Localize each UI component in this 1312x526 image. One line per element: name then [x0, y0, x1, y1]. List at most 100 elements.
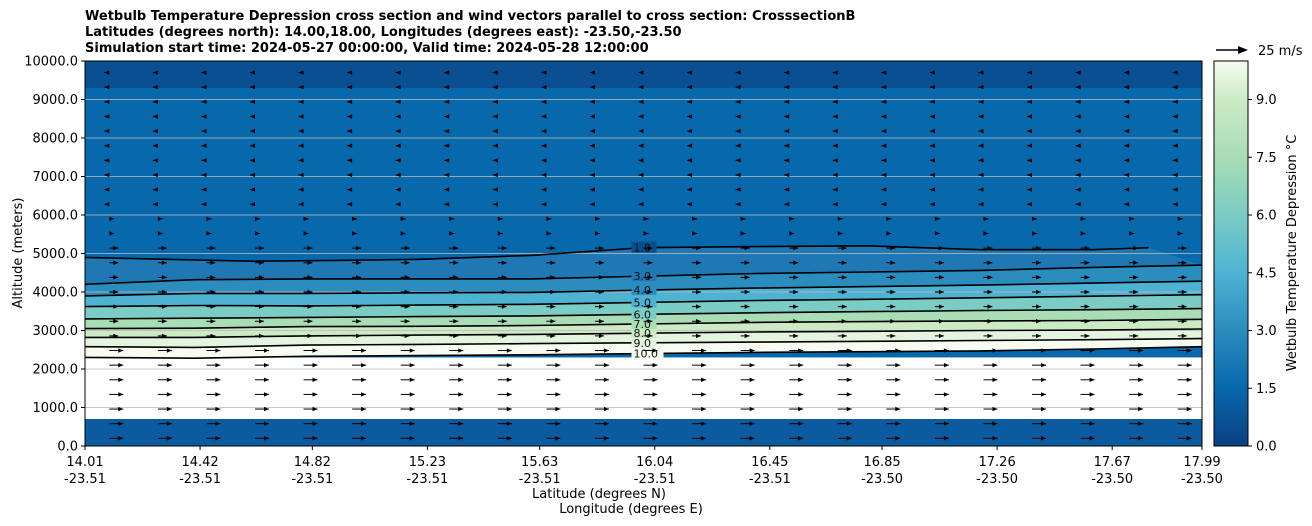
wind-vector-head: [404, 260, 410, 265]
colorbar-ticks: 0.0 1.5 3.0 4.5 6.0 7.5 9.0: [1248, 93, 1277, 455]
wind-vector-head: [249, 202, 255, 207]
wind-vector-head: [841, 275, 847, 280]
wind-vector-head: [361, 421, 367, 426]
wind-vector-head: [263, 392, 269, 397]
wind-vector-head: [881, 114, 887, 119]
wind-vector-head: [258, 304, 264, 309]
colorbar-gradient: [1213, 60, 1249, 447]
wind-vector-head: [983, 216, 989, 222]
wind-vector-head: [992, 406, 998, 412]
wind-vector-head: [992, 421, 998, 426]
wind-vector-head: [784, 99, 790, 105]
wind-vector-head: [161, 289, 167, 295]
wind-vector-head: [589, 114, 595, 119]
wind-vector-head: [166, 406, 172, 412]
wind-vector-head: [881, 99, 887, 105]
wind-vector-head: [938, 304, 944, 309]
wind-vector-head: [152, 84, 158, 90]
wind-vector-head: [735, 202, 741, 207]
wind-vector-head: [832, 70, 838, 75]
wind-vector-head: [1172, 172, 1178, 178]
wind-vector-head: [104, 70, 110, 75]
wind-vector-head: [1036, 304, 1042, 309]
wind-vector-head: [687, 114, 693, 119]
wind-vector-head: [886, 231, 892, 236]
wind-vector-head: [356, 260, 362, 265]
wind-vector-head: [929, 70, 935, 75]
wind-vector-head: [395, 114, 401, 119]
wind-vector-head: [501, 333, 507, 339]
wind-vector-head: [118, 421, 124, 426]
wind-vector-head: [943, 392, 949, 397]
wind-vector-head: [113, 275, 119, 280]
wind-vector-head: [735, 84, 741, 90]
wind-vector-head: [458, 362, 464, 368]
wind-vector-head: [598, 304, 604, 309]
wind-vector-head: [943, 362, 949, 368]
wind-vector-head: [744, 304, 750, 309]
wind-vector-head: [789, 231, 795, 236]
wind-vector-head: [113, 304, 119, 309]
wind-vector-head: [1027, 172, 1033, 178]
wind-vector-head: [409, 421, 415, 426]
wind-vector-head: [992, 362, 998, 368]
wind-vector-head: [361, 362, 367, 368]
fill-band-surface: [85, 419, 1202, 446]
x-tick-label-lat: 17.99: [1183, 455, 1220, 470]
wind-vector-head: [201, 70, 207, 75]
wind-vector-head: [638, 202, 644, 207]
wind-vector-head: [598, 319, 604, 324]
wind-vector-head: [784, 158, 790, 163]
wind-vector-head: [881, 172, 887, 178]
wind-vector-head: [890, 289, 896, 295]
wind-vector-head: [449, 231, 455, 236]
wind-vector-head: [1186, 377, 1192, 382]
x-tick-label-lon: -23.51: [519, 472, 561, 487]
wind-vector-head: [506, 406, 512, 412]
wind-vector-head: [254, 231, 260, 236]
wind-vector-head: [152, 70, 158, 75]
wind-vector-head: [201, 143, 207, 148]
wind-vector-head: [152, 187, 158, 192]
wind-vector-head: [895, 392, 901, 397]
wind-vector-head: [506, 362, 512, 368]
wind-vector-head: [210, 260, 216, 265]
y-tick-label: 7000.0: [33, 170, 79, 185]
wind-vector-head: [692, 216, 698, 222]
wind-vector-head: [978, 172, 984, 178]
wind-vector-head: [249, 128, 255, 134]
wind-vector-head: [696, 333, 702, 339]
wind-vector-head: [1172, 187, 1178, 192]
wind-vector-head: [784, 187, 790, 192]
wind-vector-head: [647, 260, 653, 265]
wind-vector-head: [978, 187, 984, 192]
wind-vector-head: [104, 128, 110, 134]
wind-vector-head: [841, 289, 847, 295]
wind-vector-head: [444, 158, 450, 163]
wind-vector-head: [118, 377, 124, 382]
wind-vector-head: [890, 304, 896, 309]
wind-vector-head: [492, 158, 498, 163]
wind-vector-head: [1080, 216, 1086, 222]
wind-vector-head: [201, 172, 207, 178]
wind-vector-head: [258, 319, 264, 324]
wind-vector-head: [1124, 114, 1130, 119]
wind-vector-head: [1027, 202, 1033, 207]
wind-vector-head: [1075, 99, 1081, 105]
wind-vector-head: [881, 158, 887, 163]
wind-vector-head: [550, 304, 556, 309]
contour-lines: 10.09.08.07.06.05.04.03.01.0: [85, 241, 1202, 361]
wind-vector-head: [1089, 406, 1095, 412]
wind-vector-head: [647, 245, 653, 251]
wind-vector-head: [881, 187, 887, 192]
wind-vector-head: [1133, 304, 1139, 309]
wind-vector-head: [404, 275, 410, 280]
wind-vector-head: [938, 245, 944, 251]
wind-vector-head: [589, 187, 595, 192]
contour-label-bg: [631, 284, 657, 296]
wind-vector-head: [298, 128, 304, 134]
wind-vector-head: [701, 377, 707, 382]
wind-vector-head: [550, 245, 556, 251]
wind-vector-head: [992, 348, 998, 353]
wind-vector-head: [254, 216, 260, 222]
